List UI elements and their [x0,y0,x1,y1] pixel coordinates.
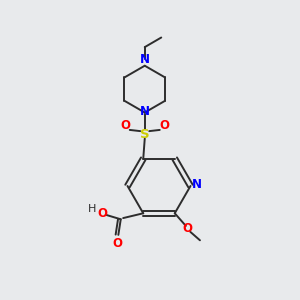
Text: H: H [88,204,96,214]
Text: N: N [140,53,150,66]
Text: N: N [192,178,202,191]
Text: O: O [112,237,122,250]
Text: O: O [159,119,169,132]
Text: O: O [182,222,192,236]
Text: N: N [140,105,150,119]
Text: O: O [120,119,130,132]
Text: O: O [98,207,108,220]
Text: S: S [140,128,150,141]
